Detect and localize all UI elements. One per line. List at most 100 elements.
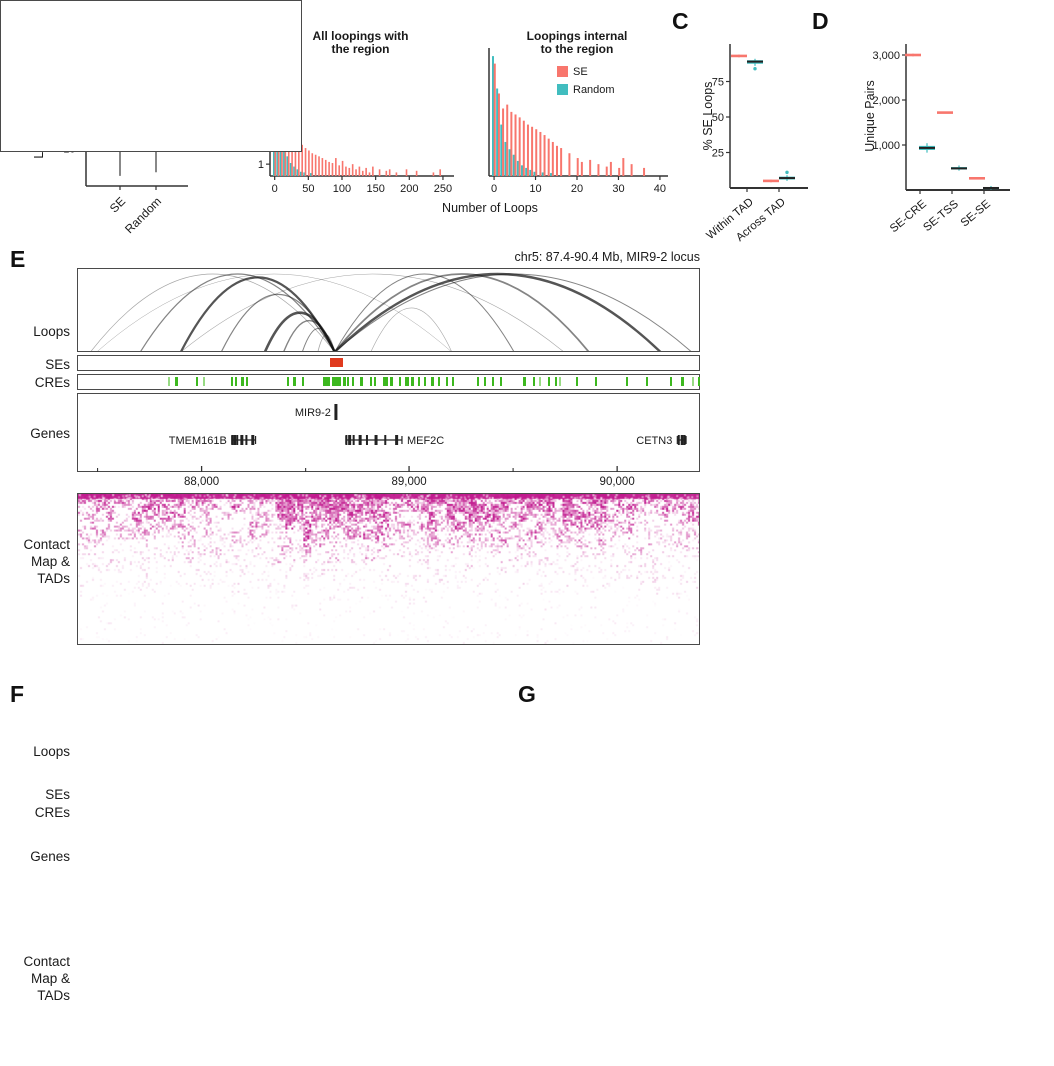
svg-text:CETN3: CETN3	[636, 435, 672, 447]
cre-tick	[174, 377, 178, 386]
svg-text:89,000: 89,000	[391, 476, 426, 488]
svg-text:Random: Random	[573, 84, 615, 96]
svg-text:2,000: 2,000	[872, 95, 900, 107]
svg-text:250: 250	[434, 183, 452, 195]
cre-tick	[697, 377, 700, 386]
svg-text:to the region: to the region	[541, 42, 614, 56]
cre-tick	[445, 377, 448, 386]
cre-tick	[681, 377, 685, 386]
cre-tick	[383, 377, 389, 386]
cre-tick	[411, 377, 415, 386]
cre-tick	[347, 377, 350, 386]
cre-tick	[241, 377, 245, 386]
track-label-cres: CREs	[34, 805, 70, 820]
cre-tick	[352, 377, 355, 386]
cre-tick	[373, 377, 376, 386]
cre-tick	[332, 377, 338, 386]
svg-text:MIR9-2: MIR9-2	[295, 407, 331, 419]
svg-text:0: 0	[491, 183, 497, 195]
svg-text:100: 100	[333, 183, 351, 195]
svg-text:10: 10	[529, 183, 541, 195]
cre-tick	[576, 377, 579, 386]
cre-tick	[168, 377, 171, 386]
contact-label-line1: Contact	[23, 954, 70, 969]
loops-track	[77, 268, 700, 352]
cre-tick	[230, 377, 233, 386]
contact-label-line1: Contact	[23, 537, 70, 552]
track-label-contact: Contact Map & TADs	[0, 536, 70, 587]
cre-tick	[337, 377, 342, 386]
contact-map	[77, 493, 700, 645]
track-label-cres: CREs	[34, 375, 70, 390]
unique-pairs-plot: 1,000 2,000 3,000 Unique Pairs SE-CRESE-TSSS…	[863, 44, 1010, 235]
contact-map	[0, 0, 302, 152]
superenhancer-block	[330, 358, 343, 367]
track-label-loops: Loops	[33, 744, 70, 759]
svg-text:25: 25	[712, 148, 724, 160]
cre-tick	[554, 377, 557, 386]
cre-tick	[492, 377, 495, 386]
coordinate-axis: 88,000 89,000 90,000	[97, 466, 635, 488]
svg-text:Random: Random	[122, 194, 164, 236]
track-label-contact: Contact Map & TADs	[0, 953, 70, 1004]
cre-tick	[405, 377, 410, 386]
svg-text:Unique Pairs: Unique Pairs	[863, 80, 877, 152]
panel-letter-d: D	[812, 8, 829, 34]
cre-tick	[202, 377, 205, 386]
svg-text:1: 1	[258, 159, 264, 171]
panel-letter-e: E	[10, 246, 26, 272]
cre-tick	[438, 377, 441, 386]
cre-tick	[548, 377, 551, 386]
cre-tick	[558, 377, 561, 386]
cre-tick	[539, 377, 542, 386]
svg-text:Number of Loops: Number of Loops	[442, 201, 538, 215]
svg-text:50: 50	[712, 112, 724, 124]
cre-tick	[431, 377, 435, 386]
cre-tick	[246, 377, 249, 386]
svg-text:SE: SE	[107, 194, 128, 215]
svg-text:50: 50	[302, 183, 314, 195]
cre-tick	[523, 377, 527, 386]
svg-text:1,000: 1,000	[872, 140, 900, 152]
svg-text:90,000: 90,000	[600, 476, 635, 488]
svg-text:88,000: 88,000	[184, 476, 219, 488]
cre-tick	[342, 377, 346, 386]
contact-label-line2: Map &	[30, 554, 70, 569]
cre-tick	[451, 377, 454, 386]
track-label-loops: Loops	[33, 324, 70, 339]
cre-tick	[234, 377, 237, 386]
track-label-ses: SEs	[45, 787, 70, 802]
superenhancer-track	[77, 355, 700, 371]
svg-text:the region: the region	[331, 42, 389, 56]
svg-text:MEF2C: MEF2C	[407, 435, 444, 447]
svg-text:0: 0	[272, 183, 278, 195]
track-label-genes: Genes	[30, 426, 70, 441]
svg-text:3,000: 3,000	[872, 50, 900, 62]
cre-tick	[359, 377, 363, 386]
cre-tick	[322, 377, 327, 386]
cre-tick	[500, 377, 503, 386]
contact-label-line3: TADs	[37, 571, 70, 586]
cre-tick	[669, 377, 672, 386]
panel-letter-f: F	[10, 681, 25, 707]
contact-label-line2: Map &	[30, 971, 70, 986]
cre-tick	[691, 377, 694, 386]
cre-tick	[302, 377, 305, 386]
panel-letter-c: C	[672, 8, 689, 34]
svg-text:150: 150	[366, 183, 384, 195]
cre-tick	[369, 377, 372, 386]
svg-text:SE-TSS: SE-TSS	[921, 198, 961, 234]
cre-tick	[476, 377, 479, 386]
svg-text:TMEM161B: TMEM161B	[169, 435, 227, 447]
svg-text:40: 40	[654, 183, 666, 195]
svg-text:All loopings with: All loopings with	[313, 29, 409, 43]
panel-letter-g: G	[518, 681, 536, 707]
cre-tick	[595, 377, 598, 386]
cre-tick	[292, 377, 296, 386]
svg-text:30: 30	[612, 183, 624, 195]
svg-text:SE-SE: SE-SE	[959, 198, 993, 230]
track-label-genes: Genes	[30, 849, 70, 864]
contact-label-line3: TADs	[37, 988, 70, 1003]
